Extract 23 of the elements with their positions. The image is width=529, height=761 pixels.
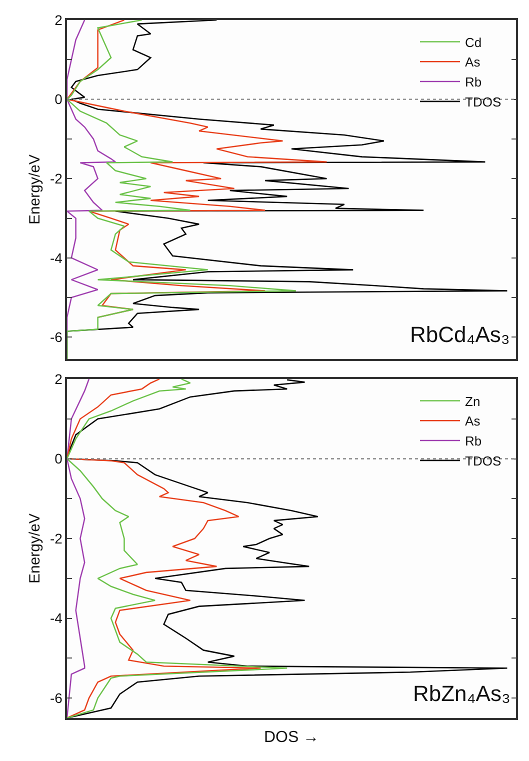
x-axis-title: DOS → bbox=[264, 728, 320, 746]
y-tick-label: -2 bbox=[50, 530, 63, 546]
y-axis-title: Energy/eV bbox=[26, 154, 44, 225]
legend-label: Zn bbox=[465, 394, 480, 409]
legend-label: Cd bbox=[465, 34, 482, 50]
y-tick-label: 0 bbox=[54, 91, 63, 108]
y-tick-label: -6 bbox=[50, 690, 63, 706]
y-tick-label: -6 bbox=[50, 329, 63, 346]
annotation: RbZn₄As₃ bbox=[413, 681, 510, 706]
y-axis-title: Energy/eV bbox=[26, 513, 44, 584]
legend-label: Rb bbox=[465, 74, 482, 90]
legend-label: Rb bbox=[465, 434, 482, 449]
y-tick-label: 2 bbox=[54, 12, 63, 28]
y-tick-label: -2 bbox=[50, 170, 63, 186]
y-tick-label: 2 bbox=[54, 370, 63, 387]
legend-label: As bbox=[465, 54, 481, 70]
y-tick-label: -4 bbox=[50, 250, 63, 266]
legend-label: TDOS bbox=[465, 454, 502, 468]
legend-label: As bbox=[465, 414, 481, 429]
y-tick-label: -4 bbox=[50, 610, 63, 626]
y-tick-label: 0 bbox=[54, 450, 63, 467]
annotation: RbCd₄As₃ bbox=[410, 322, 510, 347]
legend-label: TDOS bbox=[465, 94, 502, 110]
